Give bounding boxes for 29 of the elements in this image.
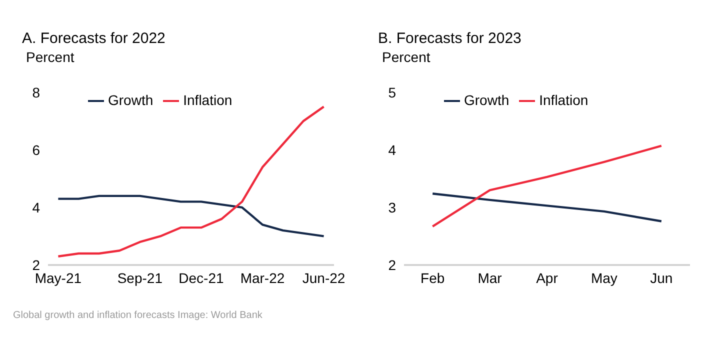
x-tick-label: May	[590, 270, 618, 286]
y-tick-label: 6	[32, 142, 40, 158]
chart-title: B. Forecasts for 2023	[378, 30, 522, 47]
line-series	[57, 106, 325, 258]
y-tick-label: 4	[32, 199, 40, 216]
line-series	[432, 144, 662, 228]
legend-label: Growth	[108, 92, 154, 108]
x-tick-label: Feb	[420, 270, 445, 286]
legend-label: Inflation	[539, 92, 588, 108]
line-series	[57, 194, 325, 238]
legend-label: Growth	[464, 92, 510, 108]
y-tick-label: 5	[388, 84, 396, 100]
y-tick-label: 8	[32, 84, 40, 100]
x-tick-label: Jun-22	[302, 270, 346, 286]
x-tick-label: Sep-21	[117, 270, 163, 286]
chart-title: A. Forecasts for 2022	[22, 30, 166, 47]
x-tick-label: Jun	[650, 270, 673, 286]
y-axis-title: Percent	[382, 49, 430, 65]
x-tick-label: Mar	[478, 270, 502, 286]
x-tick-label: Dec-21	[178, 270, 224, 286]
y-tick-label: 3	[388, 199, 396, 216]
text: Global growth and inflation forecasts Image: World Bank	[13, 310, 262, 321]
y-axis-title: Percent	[26, 49, 74, 65]
line-series	[432, 192, 662, 222]
x-tick-label: Mar-22	[240, 270, 285, 286]
y-tick-label: 4	[388, 142, 396, 158]
y-tick-label: 2	[388, 256, 396, 273]
legend-label: Inflation	[183, 92, 232, 108]
x-tick-label: Apr	[536, 270, 558, 286]
